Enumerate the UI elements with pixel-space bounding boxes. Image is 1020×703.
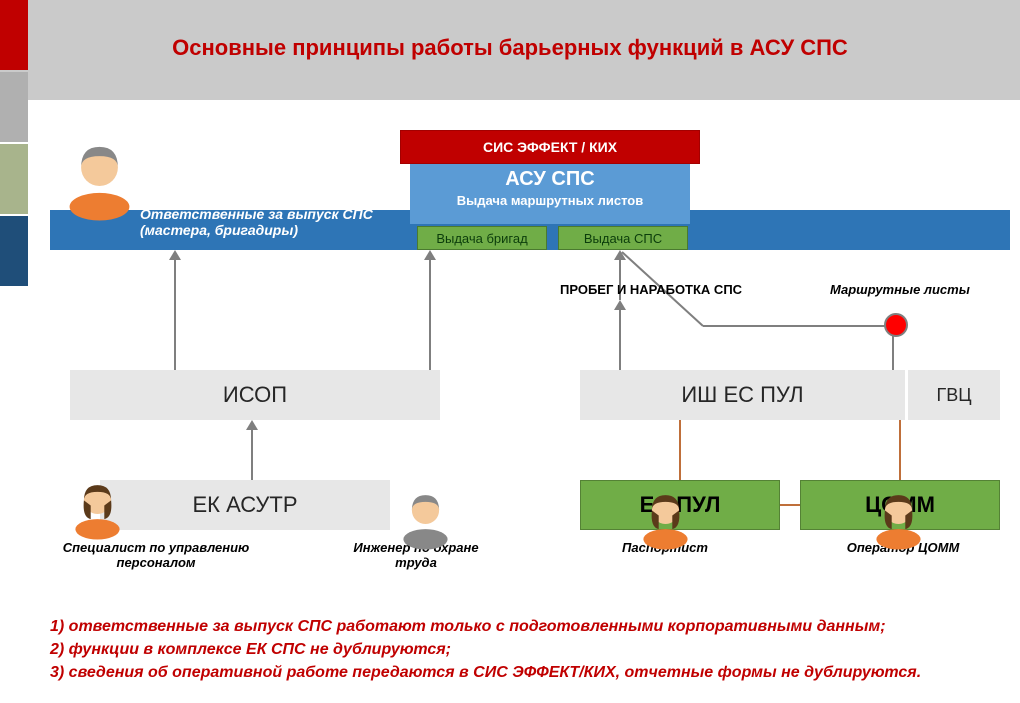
gray-box-ish_es_pul: ИШ ЕС ПУЛ <box>580 370 905 420</box>
side-stripe <box>0 72 28 142</box>
person-engineer-icon <box>400 490 451 550</box>
side-stripe <box>0 216 28 286</box>
note-item-1: 1) ответственные за выпуск СПС работают … <box>50 615 1000 638</box>
person-master-icon <box>65 140 134 221</box>
green-small-box-1: Выдача СПС <box>558 226 688 250</box>
person-hr_spec-icon <box>72 480 123 540</box>
title-text: Основные принципы работы барьерных функц… <box>172 35 848 60</box>
asu-subtitle: Выдача маршрутных листов <box>410 193 690 208</box>
person-hr_spec-label: Специалист по управлению персоналом <box>56 540 256 570</box>
asu-sps-box: АСУ СПС Выдача маршрутных листов <box>410 164 690 224</box>
person-passport-icon <box>640 490 691 550</box>
gray-box-ek_asutr: ЕК АСУТР <box>100 480 390 530</box>
asu-title: АСУ СПС <box>410 168 690 191</box>
side-stripe <box>0 144 28 214</box>
side-stripe <box>0 0 28 70</box>
responsible-label: Ответственные за выпуск СПС (мастера, бр… <box>140 206 400 238</box>
note-item-2: 2) функции в комплексе ЕК СПС не дублиру… <box>50 638 1000 661</box>
page-title: Основные принципы работы барьерных функц… <box>0 0 1020 63</box>
gray-box-gvc: ГВЦ <box>908 370 1000 420</box>
sis-effect-box: СИС ЭФФЕКТ / КИХ <box>400 130 700 164</box>
person-operator-icon <box>873 490 924 550</box>
label-route_sheets: Маршрутные листы <box>830 282 1000 297</box>
note-item-3: 3) сведения об оперативной работе переда… <box>50 661 1000 684</box>
gray-box-isop: ИСОП <box>70 370 440 420</box>
label-probeg: ПРОБЕГ И НАРАБОТКА СПС <box>560 282 790 297</box>
green-small-box-0: Выдача бригад <box>417 226 547 250</box>
connectors-layer <box>0 0 1020 703</box>
notes-list: 1) ответственные за выпуск СПС работают … <box>50 615 1000 685</box>
